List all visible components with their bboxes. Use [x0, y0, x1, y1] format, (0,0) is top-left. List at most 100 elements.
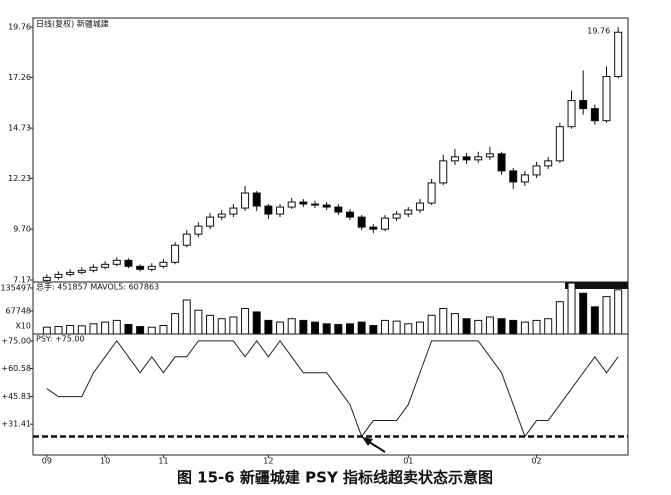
candle-body	[206, 216, 215, 227]
volume-bar	[590, 306, 599, 335]
volume-bar	[369, 325, 378, 335]
x-tick-label: 10	[100, 457, 110, 466]
volume-bar	[415, 321, 424, 335]
candle-body	[462, 156, 471, 161]
volume-bar	[89, 323, 98, 335]
candle-body	[124, 259, 133, 267]
volume-bar	[334, 323, 343, 335]
x-tick-label: 02	[531, 457, 541, 466]
chart-title: 日线(复权) 新疆城建	[36, 19, 109, 29]
volume-bar	[229, 316, 238, 335]
volume-bar	[112, 319, 121, 335]
volume-bar	[276, 321, 285, 335]
candle-body	[427, 182, 436, 204]
candle-body	[54, 273, 63, 278]
candle-body	[101, 263, 110, 268]
volume-bar	[520, 321, 529, 335]
candle-body	[182, 233, 191, 246]
badge	[565, 282, 628, 289]
candle-body	[509, 170, 518, 183]
candle-body	[602, 75, 611, 122]
candle-body	[567, 100, 576, 128]
candle-body	[276, 206, 285, 215]
volume-bar	[147, 326, 156, 335]
y-tick-label: 14.73	[8, 124, 31, 133]
volume-bar	[241, 308, 250, 335]
candle-body	[241, 192, 250, 209]
candle-body	[392, 213, 401, 219]
volume-bar	[380, 319, 389, 335]
y-tick-label: +45.83	[1, 392, 31, 401]
y-tick-label: 17.26	[8, 73, 31, 82]
y-tick-label: +60.58	[1, 364, 31, 373]
volume-bar	[450, 313, 459, 335]
candle-body	[42, 276, 51, 281]
candle-body	[299, 201, 308, 205]
candle-body	[415, 202, 424, 211]
candle-body	[555, 126, 564, 162]
candle-body	[532, 165, 541, 176]
candle-body	[439, 160, 448, 184]
volume-bar	[345, 323, 354, 335]
candle-body	[229, 207, 238, 215]
candle-body	[614, 31, 623, 77]
volume-bar	[439, 308, 448, 335]
y-tick-label: 12.23	[8, 174, 31, 183]
volume-bar	[54, 326, 63, 335]
candle-body	[287, 201, 296, 208]
candle-body	[590, 108, 599, 122]
volume-bar	[532, 319, 541, 335]
volume-bar	[182, 299, 191, 335]
x-tick-label: 12	[263, 457, 273, 466]
candle-body	[89, 266, 98, 271]
frame	[32, 17, 629, 456]
volume-bar	[322, 323, 331, 335]
volume-label: 总手: 451857 MAVOL5: 607863	[36, 282, 159, 292]
candle-body	[217, 213, 226, 218]
volume-bar	[474, 319, 483, 335]
candle-body	[252, 192, 261, 207]
volume-bar	[299, 319, 308, 335]
volume-bar	[485, 316, 494, 335]
volume-bar	[602, 296, 611, 335]
candle-body	[369, 226, 378, 230]
candle-body	[357, 216, 366, 228]
x-tick-label: 01	[403, 457, 413, 466]
volume-bar	[206, 314, 215, 335]
volume-bar	[264, 319, 273, 335]
volume-bar	[555, 301, 564, 335]
y-tick-label: +75.00	[1, 336, 31, 345]
candle-body	[334, 206, 343, 213]
max-label: 19.76	[587, 27, 610, 36]
arrow	[362, 437, 386, 453]
candle-body	[194, 225, 203, 235]
volume-bar	[66, 325, 75, 335]
volume-unit: X10	[15, 322, 31, 331]
volume-bar	[42, 326, 51, 335]
candle-body	[264, 205, 273, 215]
volume-bar	[194, 309, 203, 335]
candle-body	[520, 174, 529, 183]
candle-body	[380, 217, 389, 230]
volume-bar	[357, 321, 366, 335]
y-tick-label: 67748	[6, 306, 31, 315]
volume-bar	[252, 311, 261, 335]
volume-bar	[404, 323, 413, 335]
y-tick-label: 135497	[0, 283, 31, 292]
candle-body	[579, 100, 588, 110]
y-tick-label: +31.41	[1, 420, 31, 429]
volume-bar	[217, 318, 226, 335]
y-tick-label: 9.70	[13, 225, 31, 234]
candle-body	[450, 156, 459, 162]
x-tick-label: 11	[158, 457, 168, 466]
candle-body	[171, 244, 180, 263]
candle-body	[136, 265, 145, 270]
candle-body	[112, 259, 121, 265]
volume-bar	[614, 289, 623, 335]
volume-bar	[544, 318, 553, 335]
candle-body	[147, 265, 156, 270]
candle-body	[77, 269, 86, 273]
caption: 图 15-6 新疆城建 PSY 指标线超卖状态示意图	[177, 469, 493, 487]
volume-bar	[497, 318, 506, 335]
